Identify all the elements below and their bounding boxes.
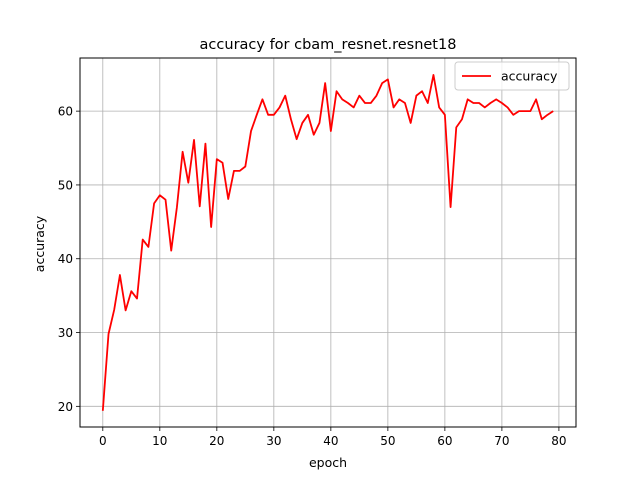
x-tick-label: 40 (323, 434, 338, 448)
y-tick-label: 30 (58, 326, 73, 340)
legend: accuracy (454, 61, 570, 91)
legend-label: accuracy (501, 69, 558, 84)
x-tick-label: 10 (152, 434, 167, 448)
y-tick-label: 50 (58, 178, 73, 192)
plot-area (101, 74, 554, 411)
chart-title: accuracy for cbam_resnet.resnet18 (200, 37, 457, 53)
x-tick-label: 30 (266, 434, 281, 448)
x-axis-ticks: 0 10 20 30 40 50 60 70 80 (99, 427, 567, 448)
x-tick-label: 20 (209, 434, 224, 448)
x-tick-label: 0 (99, 434, 107, 448)
y-tick-label: 60 (58, 105, 73, 119)
y-tick-label: 20 (58, 400, 73, 414)
x-tick-label: 80 (551, 434, 566, 448)
y-axis-ticks: 20 30 40 50 60 (58, 105, 80, 414)
x-tick-label: 50 (380, 434, 395, 448)
y-tick-label: 40 (58, 252, 73, 266)
y-axis-label: accuracy (32, 215, 47, 272)
series-line-accuracy (101, 74, 554, 411)
x-tick-label: 60 (437, 434, 452, 448)
legend-box (454, 61, 570, 91)
x-axis-label: epoch (309, 455, 347, 470)
axes-frame (79, 57, 577, 428)
x-tick-label: 70 (494, 434, 509, 448)
